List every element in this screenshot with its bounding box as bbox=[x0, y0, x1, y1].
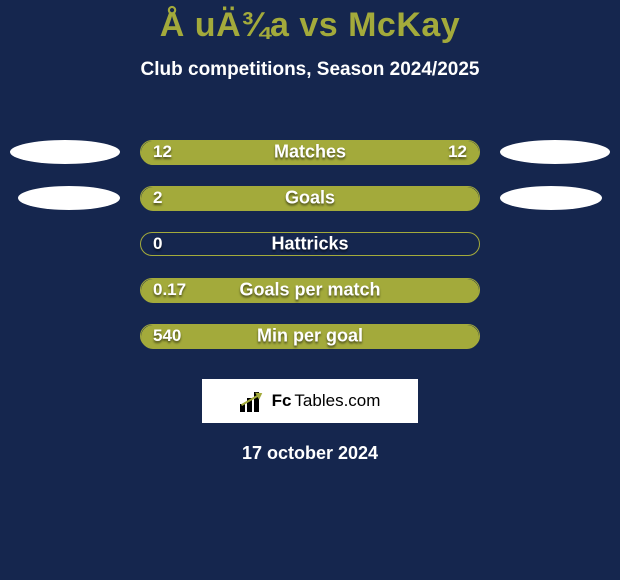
stat-bar: 2 Goals bbox=[140, 186, 480, 210]
stat-row: 0 Hattricks bbox=[0, 221, 620, 267]
logo-chart-icon bbox=[240, 390, 266, 412]
stat-row: 12 12 Matches bbox=[0, 129, 620, 175]
ellipse-right bbox=[500, 186, 602, 210]
stat-value-left: 2 bbox=[153, 188, 162, 208]
ellipse-left bbox=[10, 140, 120, 164]
comparison-card: Å uÄ¾a vs McKay Club competitions, Seaso… bbox=[0, 0, 620, 464]
stat-label: Hattricks bbox=[271, 234, 348, 255]
page-title: Å uÄ¾a vs McKay bbox=[160, 6, 460, 45]
stat-label: Min per goal bbox=[257, 326, 363, 347]
stat-label: Goals bbox=[285, 188, 335, 209]
stat-row: 0.17 Goals per match bbox=[0, 267, 620, 313]
ellipse-right bbox=[500, 140, 610, 164]
date-line: 17 october 2024 bbox=[242, 443, 378, 464]
stat-value-right: 12 bbox=[448, 142, 467, 162]
stat-bar: 0.17 Goals per match bbox=[140, 278, 480, 302]
logo-text-rest: Tables.com bbox=[294, 391, 380, 411]
stat-bar: 540 Min per goal bbox=[140, 324, 480, 348]
stat-bar: 12 12 Matches bbox=[140, 140, 480, 164]
stat-label: Goals per match bbox=[239, 280, 380, 301]
stat-row: 2 Goals bbox=[0, 175, 620, 221]
stat-row: 540 Min per goal bbox=[0, 313, 620, 359]
stat-value-left: 12 bbox=[153, 142, 172, 162]
ellipse-left bbox=[18, 186, 120, 210]
stats-container: 12 12 Matches 2 Goals 0 Hattricks 0.17 Goals per… bbox=[0, 129, 620, 359]
page-subtitle: Club competitions, Season 2024/2025 bbox=[141, 59, 480, 81]
stat-bar: 0 Hattricks bbox=[140, 232, 480, 256]
stat-value-left: 0.17 bbox=[153, 280, 186, 300]
stat-value-left: 540 bbox=[153, 326, 181, 346]
stat-value-left: 0 bbox=[153, 234, 162, 254]
stat-label: Matches bbox=[274, 142, 346, 163]
logo-text-fc: Fc bbox=[272, 391, 292, 411]
fctables-logo: Fc Tables.com bbox=[202, 379, 418, 423]
